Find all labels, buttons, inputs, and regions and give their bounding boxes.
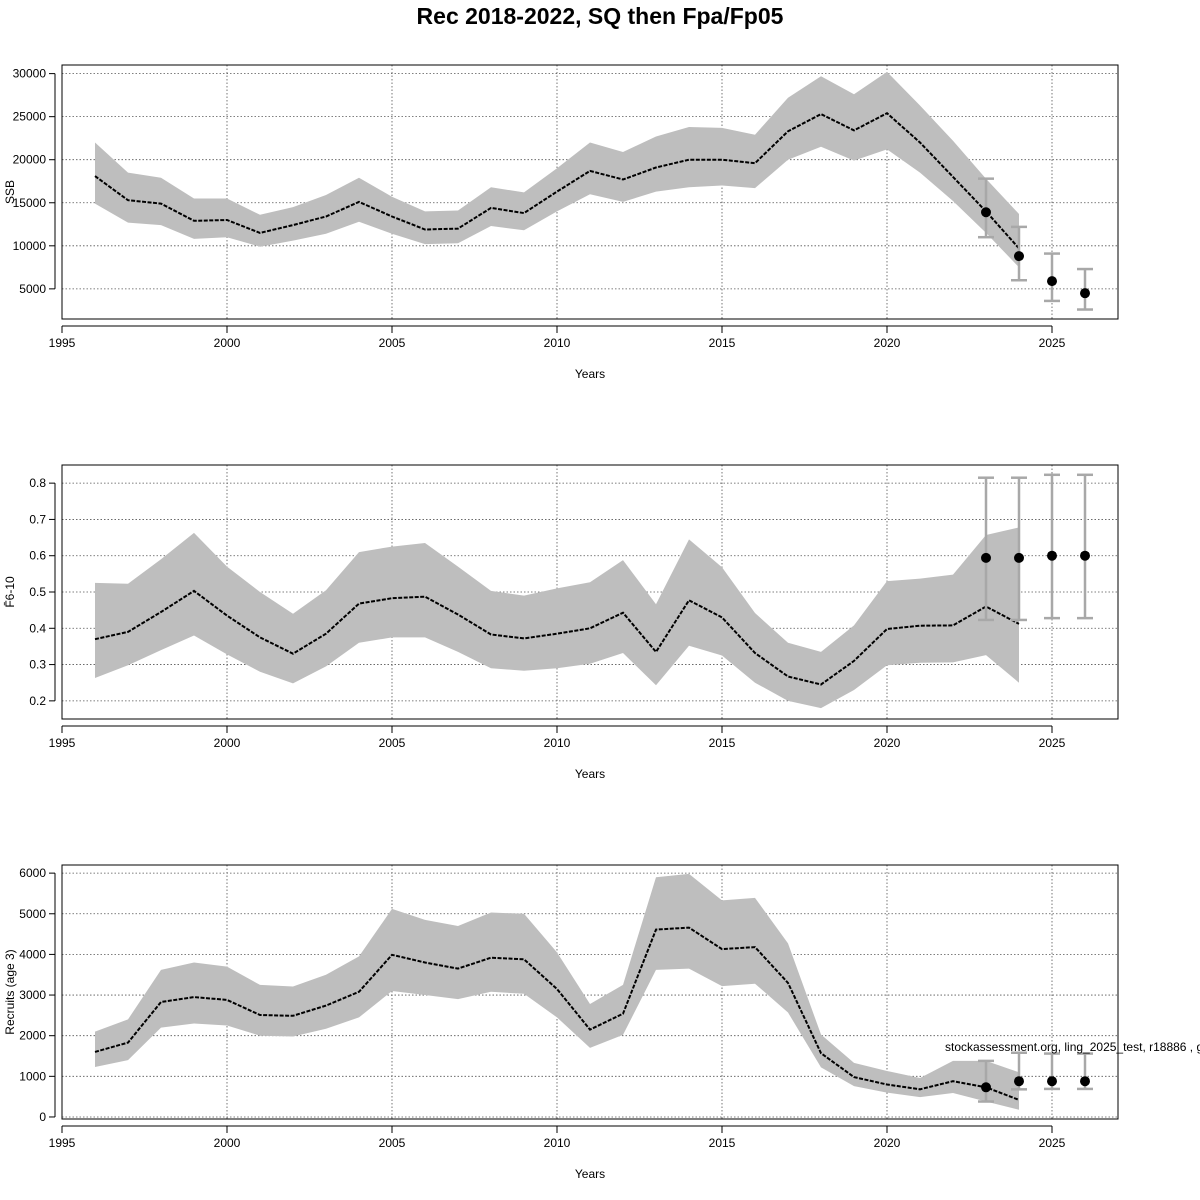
x-tick-label: 2015 xyxy=(709,1136,736,1150)
y-tick-label: 0.4 xyxy=(29,621,46,635)
y-tick-label: 0.8 xyxy=(29,476,46,490)
x-tick-label: 2005 xyxy=(379,336,406,350)
forecast-point xyxy=(1014,1076,1024,1087)
x-tick-label: 2025 xyxy=(1039,1136,1066,1150)
y-tick-label: 20000 xyxy=(13,153,47,167)
x-tick-label: 2020 xyxy=(874,336,901,350)
x-tick-label: 2010 xyxy=(544,736,571,750)
y-axis-label: F̄6-10 xyxy=(3,576,17,608)
x-tick-label: 2015 xyxy=(709,336,736,350)
forecast-point xyxy=(1014,552,1024,563)
y-tick-label: 0 xyxy=(39,1110,46,1124)
chart-title: Rec 2018-2022, SQ then Fpa/Fp05 xyxy=(416,3,784,29)
x-tick-label: 2025 xyxy=(1039,736,1066,750)
y-tick-label: 2000 xyxy=(19,1029,46,1043)
y-tick-label: 0.3 xyxy=(29,658,46,672)
estimate-line xyxy=(94,926,1020,1101)
forecast-point xyxy=(981,552,991,563)
forecast-point xyxy=(1047,1076,1057,1087)
confidence-band xyxy=(95,71,1019,268)
forecast-point xyxy=(981,207,991,218)
y-tick-label: 3000 xyxy=(19,988,46,1002)
y-tick-label: 5000 xyxy=(19,282,46,296)
x-tick-label: 2025 xyxy=(1039,336,1066,350)
plot-frame xyxy=(61,64,1119,320)
forecast-point xyxy=(1047,276,1057,287)
y-tick-label: 25000 xyxy=(13,110,47,124)
y-tick-label: 6000 xyxy=(19,866,46,880)
y-tick-label: 15000 xyxy=(13,196,47,210)
forecast-point xyxy=(981,1082,991,1093)
x-tick-label: 2020 xyxy=(874,1136,901,1150)
y-tick-label: 4000 xyxy=(19,947,46,961)
y-tick-label: 0.2 xyxy=(29,694,46,708)
y-tick-label: 0.5 xyxy=(29,585,46,599)
y-tick-label: 1000 xyxy=(19,1069,46,1083)
y-axis-label: Recruits (age 3) xyxy=(3,949,17,1034)
x-tick-label: 2005 xyxy=(379,1136,406,1150)
x-tick-label: 2000 xyxy=(214,336,241,350)
confidence-band xyxy=(95,527,1019,709)
forecast-point xyxy=(1080,1076,1090,1087)
forecast-point xyxy=(1014,251,1024,262)
x-tick-label: 2020 xyxy=(874,736,901,750)
forecast-point xyxy=(1047,550,1057,561)
x-tick-label: 2010 xyxy=(544,336,571,350)
x-tick-label: 2015 xyxy=(709,736,736,750)
y-tick-label: 30000 xyxy=(13,67,47,81)
x-axis-label: Years xyxy=(575,367,605,381)
y-axis-label: SSB xyxy=(3,180,17,204)
y-tick-label: 0.6 xyxy=(29,549,46,563)
forecast-point xyxy=(1080,288,1090,299)
forecast-point xyxy=(1080,550,1090,561)
x-tick-label: 1995 xyxy=(49,1136,76,1150)
panel-3: 1995 2000 2005 2010 2015 2020 2025 Years 0 1000 20… xyxy=(3,864,1119,1181)
x-tick-label: 2010 xyxy=(544,1136,571,1150)
x-tick-label: 2000 xyxy=(214,1136,241,1150)
plot-frame xyxy=(61,864,1119,1120)
x-tick-label: 2005 xyxy=(379,736,406,750)
confidence-band xyxy=(95,873,1019,1110)
panel-1: 1995 2000 2005 2010 2015 2020 2025 Years 5000 100… xyxy=(3,64,1119,381)
y-tick-label: 10000 xyxy=(13,239,47,253)
y-tick-label: 0.7 xyxy=(29,512,46,526)
x-tick-label: 1995 xyxy=(49,336,76,350)
x-tick-label: 2000 xyxy=(214,736,241,750)
x-tick-label: 1995 xyxy=(49,736,76,750)
x-axis-label: Years xyxy=(575,767,605,781)
estimate-line xyxy=(94,589,1020,686)
panel-2: 1995 2000 2005 2010 2015 2020 2025 Years 0.2 0.3 0… xyxy=(3,464,1119,781)
footnote: stockassessment.org, ling_2025_test, r18… xyxy=(945,1040,1200,1054)
y-tick-label: 5000 xyxy=(19,907,46,921)
x-axis-label: Years xyxy=(575,1167,605,1181)
plot-frame xyxy=(61,464,1119,720)
estimate-line xyxy=(94,111,1020,250)
